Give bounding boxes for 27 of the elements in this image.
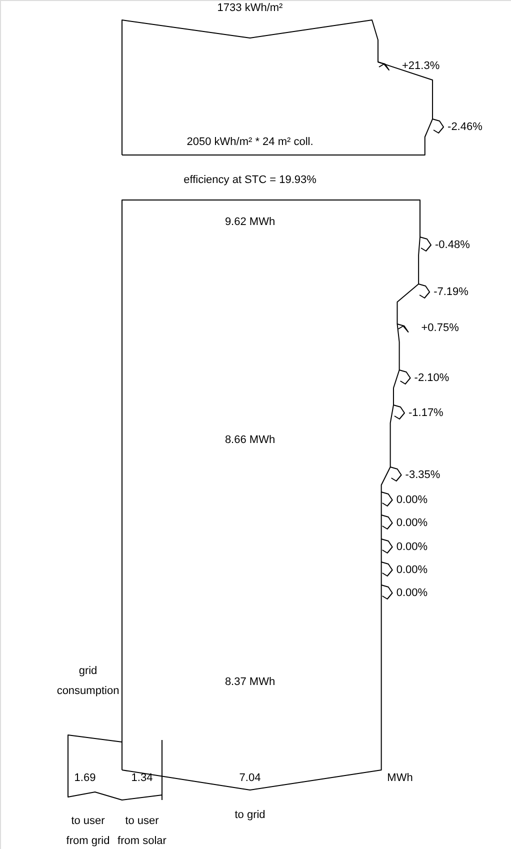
- data-label: 0.00%: [396, 517, 428, 529]
- text: 1.69: [74, 772, 96, 784]
- data-label: -0.48%: [435, 239, 470, 251]
- text: to user from solar: [118, 815, 167, 847]
- data-label: +21.3%: [402, 60, 440, 72]
- data-label: +0.75%: [421, 322, 460, 334]
- text: 1.34: [131, 772, 153, 784]
- text: to user from grid: [66, 815, 110, 847]
- data-label: -2.10%: [414, 372, 450, 384]
- text: 9.62 MWh: [224, 216, 276, 228]
- text: MWh: [387, 772, 413, 784]
- text: to grid: [234, 809, 266, 821]
- text: grid consumption: [56, 665, 120, 697]
- data-label: -1.17%: [408, 407, 444, 419]
- data-label: 0.00%: [396, 494, 428, 506]
- data-label: 0.00%: [396, 564, 428, 576]
- text: 7.04: [239, 772, 261, 784]
- data-label: 0.00%: [396, 587, 428, 599]
- text: 8.37 MWh: [224, 676, 276, 688]
- data-label: -3.35%: [405, 469, 440, 481]
- text: 1733 kWh/m²: [217, 2, 284, 14]
- text: 8.66 MWh: [224, 434, 276, 446]
- data-label: 0.00%: [396, 541, 428, 553]
- data-label: -7.19%: [434, 286, 469, 298]
- data-label: -2.46%: [448, 121, 483, 133]
- text: 2050 kWh/m² * 24 m² coll.: [186, 136, 314, 148]
- text: efficiency at STC = 19.93%: [184, 174, 317, 186]
